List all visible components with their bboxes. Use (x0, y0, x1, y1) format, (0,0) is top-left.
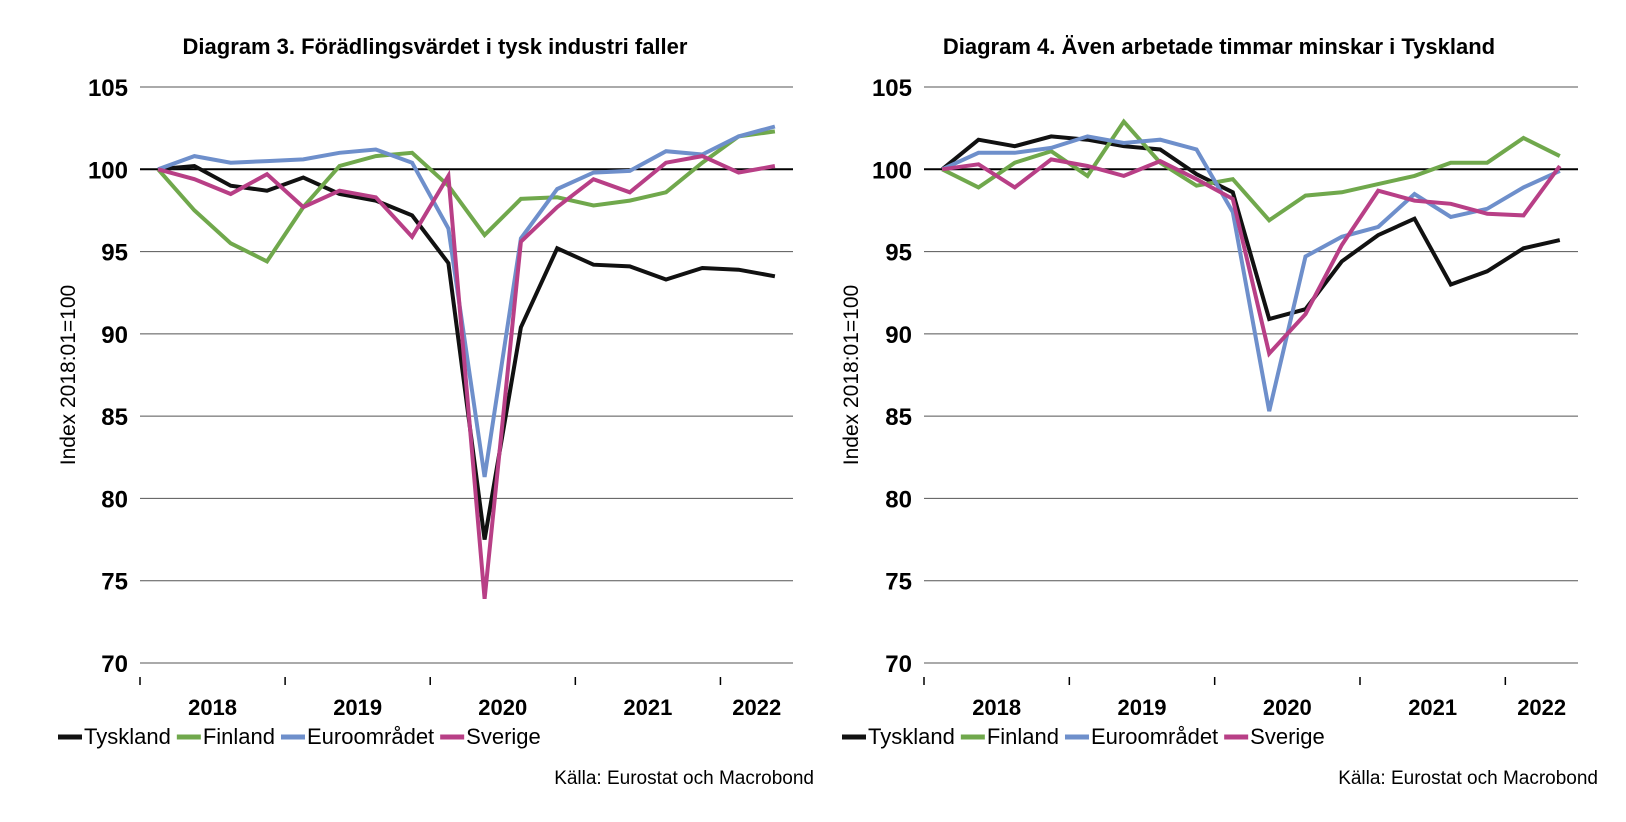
source-note: Källa: Eurostat och Macrobond (554, 768, 814, 789)
legend-entry: Finland (987, 724, 1059, 749)
y-tick-label: 95 (101, 240, 128, 267)
y-tick-label: 75 (885, 569, 912, 596)
series-line-sverige (157, 154, 776, 600)
y-tick-label: 70 (885, 651, 912, 678)
y-tick-label: 70 (101, 651, 128, 678)
y-tick-label: 80 (885, 486, 912, 513)
series-line-sverige (941, 157, 1562, 358)
y-tick-label: 85 (885, 404, 912, 431)
x-tick-label: 2020 (478, 695, 527, 720)
y-tick-label: 85 (101, 404, 128, 431)
series-line-finland (156, 129, 776, 264)
legend: Tyskland Finland Euroområdet Sverige (842, 724, 1325, 749)
x-tick-label: 2022 (732, 695, 781, 720)
y-tick-label: 90 (101, 322, 128, 349)
y-tick-label: 80 (101, 486, 128, 513)
chart-3: Diagram 3. Förädlingsvärdet i tysk indus… (57, 34, 814, 789)
legend-entry: Euroområdet (307, 724, 434, 749)
y-tick-label: 105 (88, 75, 128, 102)
x-tick-label: 2021 (623, 695, 672, 720)
x-tick-label: 2018 (972, 695, 1021, 720)
y-tick-label: 75 (101, 569, 128, 596)
x-tick-label: 2019 (1118, 695, 1167, 720)
series-line-finland (941, 118, 1561, 223)
chart-title: Diagram 3. Förädlingsvärdet i tysk indus… (183, 34, 688, 59)
series-line-euroområdet (941, 134, 1561, 412)
x-tick-label: 2020 (1263, 695, 1312, 720)
chart-title: Diagram 4. Även arbetade timmar minskar … (943, 34, 1495, 59)
y-tick-label: 95 (885, 240, 912, 267)
y-tick-label: 105 (872, 75, 912, 102)
legend-entry: Sverige (466, 724, 541, 749)
source-note: Källa: Eurostat och Macrobond (1338, 768, 1598, 789)
chart-4: Diagram 4. Även arbetade timmar minskar … (840, 34, 1598, 789)
y-axis-label: Index 2018:01=100 (57, 285, 80, 465)
x-tick-label: 2019 (333, 695, 382, 720)
series-line-euroområdet (157, 124, 776, 478)
y-tick-label: 100 (88, 157, 128, 184)
series-line-tyskland (940, 134, 1561, 322)
y-axis-label: Index 2018:01=100 (840, 285, 863, 465)
x-tick-label: 2022 (1517, 695, 1566, 720)
x-tick-label: 2018 (188, 695, 237, 720)
legend-entry: Tyskland (84, 724, 171, 749)
legend: Tyskland Finland Euroområdet Sverige (58, 724, 541, 749)
y-tick-label: 90 (885, 322, 912, 349)
y-tick-label: 100 (872, 157, 912, 184)
x-tick-label: 2021 (1408, 695, 1457, 720)
legend-entry: Finland (203, 724, 275, 749)
legend-entry: Tyskland (868, 724, 955, 749)
legend-entry: Sverige (1250, 724, 1325, 749)
legend-entry: Euroområdet (1091, 724, 1218, 749)
